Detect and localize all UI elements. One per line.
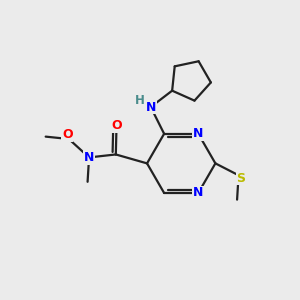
Text: S: S (236, 172, 245, 185)
Text: N: N (193, 127, 203, 140)
Text: O: O (62, 128, 73, 141)
Text: N: N (84, 151, 94, 164)
Text: N: N (146, 100, 156, 113)
Text: N: N (193, 187, 203, 200)
Text: H: H (134, 94, 144, 107)
Text: O: O (111, 119, 122, 132)
